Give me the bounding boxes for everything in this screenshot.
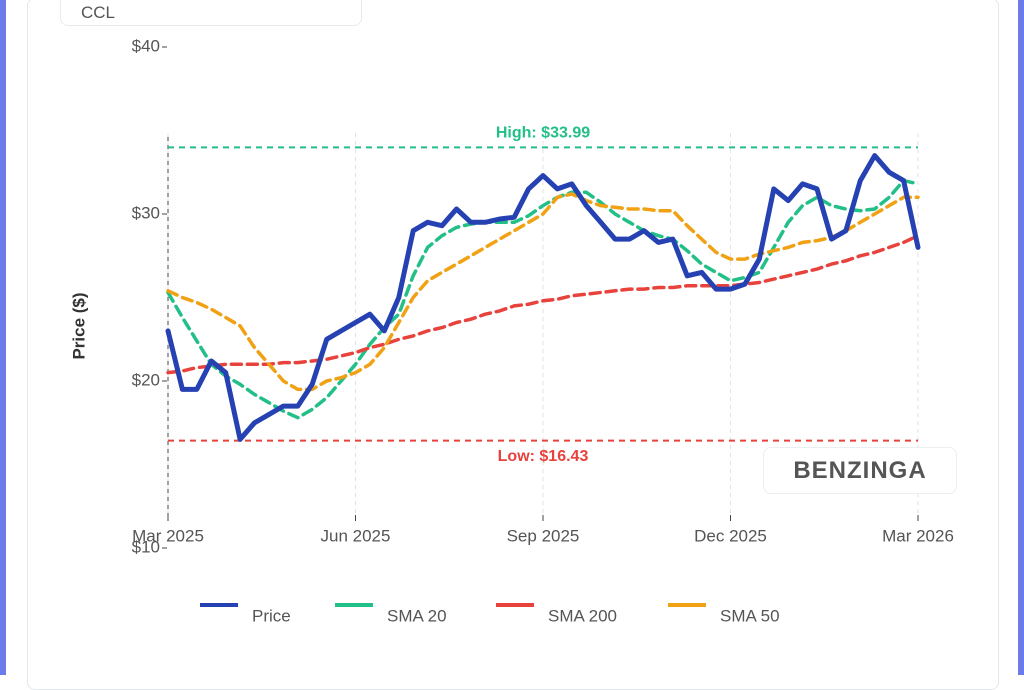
chart: Price ($) $10 $20 $30 $40 Mar 2025 Jun 2025 Se… xyxy=(69,36,954,625)
legend-label: SMA 200 xyxy=(548,606,617,625)
edge xyxy=(0,0,6,675)
y-tick-label: $20 xyxy=(132,370,160,389)
watermark: BENZINGA xyxy=(763,447,957,494)
x-tick-label: Sep 2025 xyxy=(507,526,580,545)
series-line xyxy=(166,178,920,420)
x-tick-label: Jun 2025 xyxy=(321,526,391,545)
ticker: CCL xyxy=(60,0,362,26)
legend-label: SMA 50 xyxy=(720,606,780,625)
y-axis-title: Price ($) xyxy=(69,292,88,359)
x-tick-label: Mar 2026 xyxy=(882,526,954,545)
y-tick-label: $10 xyxy=(132,537,160,556)
x-tick-label: Dec 2025 xyxy=(694,526,767,545)
reference-label: High: $33.99 xyxy=(496,125,590,142)
reference-label: Low: $16.43 xyxy=(498,448,589,465)
edge xyxy=(1018,0,1024,675)
series-line xyxy=(166,192,920,392)
x-tick-label: Mar 2025 xyxy=(132,526,204,545)
series-line xyxy=(165,153,921,442)
y-tick-label: $30 xyxy=(132,203,160,222)
legend-label: Price xyxy=(252,606,291,625)
y-tick-label: $40 xyxy=(132,36,160,55)
series-line xyxy=(166,233,920,375)
legend-label: SMA 20 xyxy=(387,606,447,625)
